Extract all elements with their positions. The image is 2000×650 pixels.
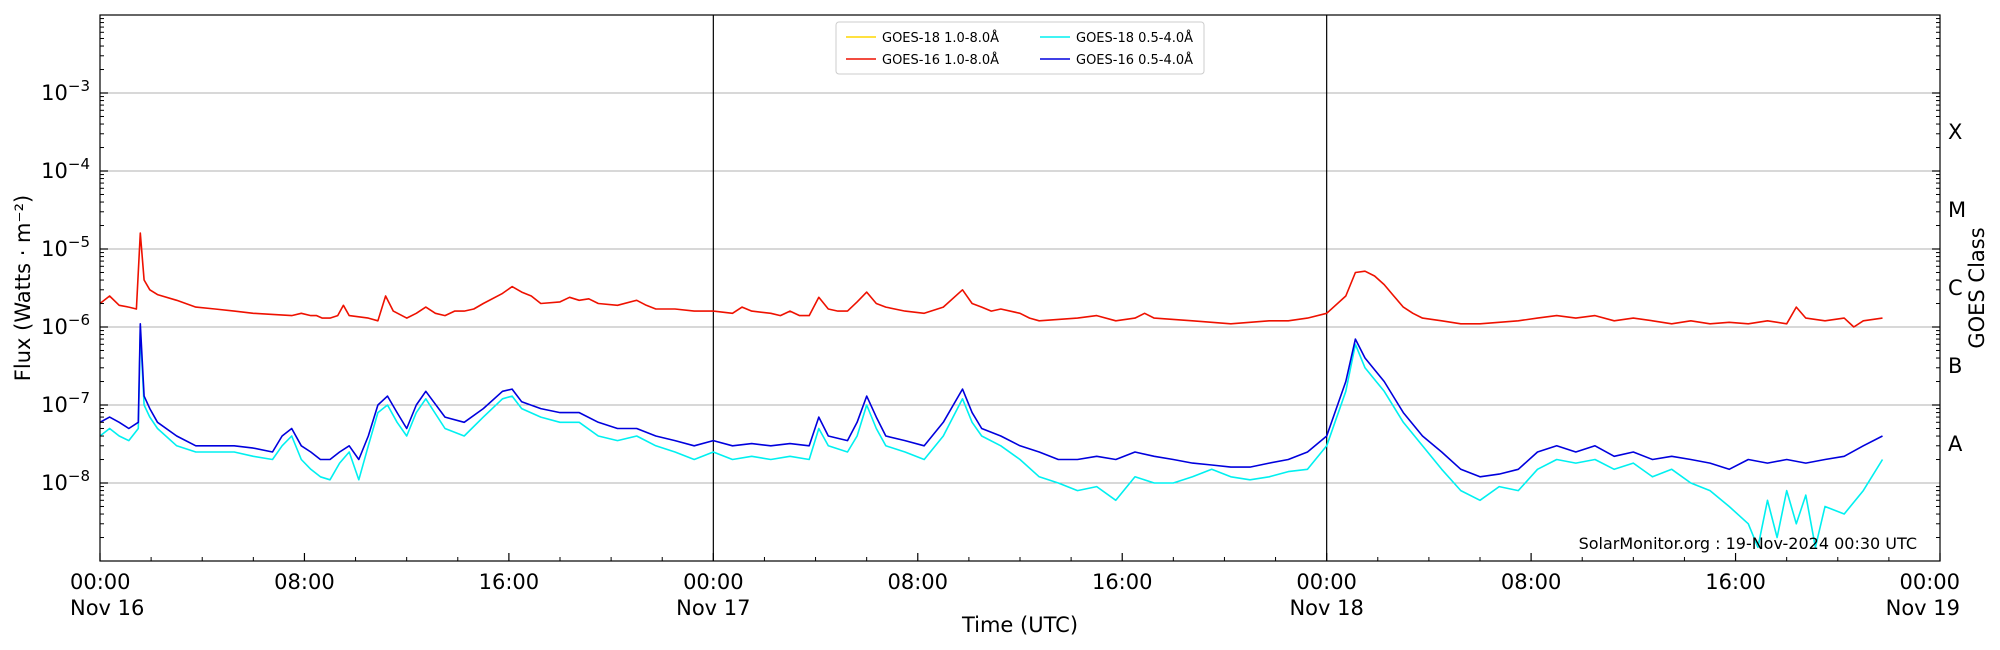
y-tick-label: 10−6 bbox=[41, 311, 90, 339]
x-tick-date-label: Nov 19 bbox=[1886, 596, 1960, 620]
plot-frame bbox=[99, 14, 1941, 562]
y-tick-label: 10−3 bbox=[41, 77, 90, 105]
y-tick-exponent: −7 bbox=[68, 389, 90, 407]
y-tick-exponent: −8 bbox=[68, 467, 90, 485]
y-tick-exponent: −5 bbox=[68, 233, 90, 251]
series-line bbox=[100, 329, 1884, 549]
y-tick-base: 10 bbox=[41, 237, 68, 261]
y-tick-exponent: −4 bbox=[68, 155, 90, 173]
x-tick-label: 16:00 bbox=[1705, 570, 1766, 594]
x-tick-label: 00:00 bbox=[1296, 570, 1357, 594]
x-tick-label: 00:00 bbox=[70, 570, 131, 594]
class-label: C bbox=[1948, 276, 1963, 300]
legend: GOES-18 1.0-8.0Å GOES-16 1.0-8.0Å GOES-18 … bbox=[835, 21, 1205, 75]
x-tick-label: 00:00 bbox=[1899, 570, 1960, 594]
y-axis-right-title: GOES Class bbox=[1965, 227, 1989, 348]
x-tick-label: 08:00 bbox=[274, 570, 335, 594]
series-line bbox=[100, 322, 1883, 478]
class-label: A bbox=[1948, 432, 1963, 456]
legend-label: GOES-18 1.0-8.0Å bbox=[882, 30, 999, 46]
legend-label: GOES-16 1.0-8.0Å bbox=[882, 52, 999, 68]
y-tick-base: 10 bbox=[41, 393, 68, 417]
x-axis-title: Time (UTC) bbox=[961, 613, 1078, 637]
x-tick-label: 16:00 bbox=[479, 570, 540, 594]
goes-class-labels: A B C M X bbox=[1932, 92, 1966, 456]
y-tick-label: 10−7 bbox=[41, 389, 90, 417]
y-tick-label: 10−8 bbox=[41, 467, 90, 495]
day-boundary-lines bbox=[712, 15, 1328, 561]
y-tick-base: 10 bbox=[41, 315, 68, 339]
x-tick-date-label: Nov 17 bbox=[676, 596, 750, 620]
grid-lines bbox=[100, 92, 1940, 484]
x-tick-label: 08:00 bbox=[1501, 570, 1562, 594]
class-label: B bbox=[1948, 354, 1962, 378]
y-tick-label: 10−5 bbox=[41, 233, 90, 261]
x-tick-date-label: Nov 16 bbox=[70, 596, 144, 620]
legend-label: GOES-18 0.5-4.0Å bbox=[1076, 30, 1193, 46]
x-tick-date-label: Nov 18 bbox=[1289, 596, 1363, 620]
series-lines bbox=[100, 232, 1884, 549]
x-tick-label: 08:00 bbox=[888, 570, 949, 594]
class-label: X bbox=[1948, 120, 1962, 144]
series-line bbox=[100, 232, 1883, 328]
y-tick-base: 10 bbox=[41, 81, 68, 105]
y-tick-base: 10 bbox=[41, 471, 68, 495]
x-tick-label: 00:00 bbox=[683, 570, 744, 594]
y-tick-exponent: −3 bbox=[68, 77, 90, 95]
y-axis-title: Flux (Watts · m⁻²) bbox=[11, 195, 35, 381]
y-tick-label: 10−4 bbox=[41, 155, 90, 183]
y-tick-exponent: −6 bbox=[68, 311, 90, 329]
class-label: M bbox=[1948, 198, 1966, 222]
y-tick-base: 10 bbox=[41, 159, 68, 183]
y-axis-ticks: 10−810−710−610−510−410−3 bbox=[41, 18, 1940, 539]
legend-box bbox=[835, 21, 1205, 75]
x-tick-label: 16:00 bbox=[1092, 570, 1153, 594]
legend-label: GOES-16 0.5-4.0Å bbox=[1076, 52, 1193, 68]
source-annotation: SolarMonitor.org : 19-Nov-2024 00:30 UTC bbox=[1579, 534, 1917, 553]
